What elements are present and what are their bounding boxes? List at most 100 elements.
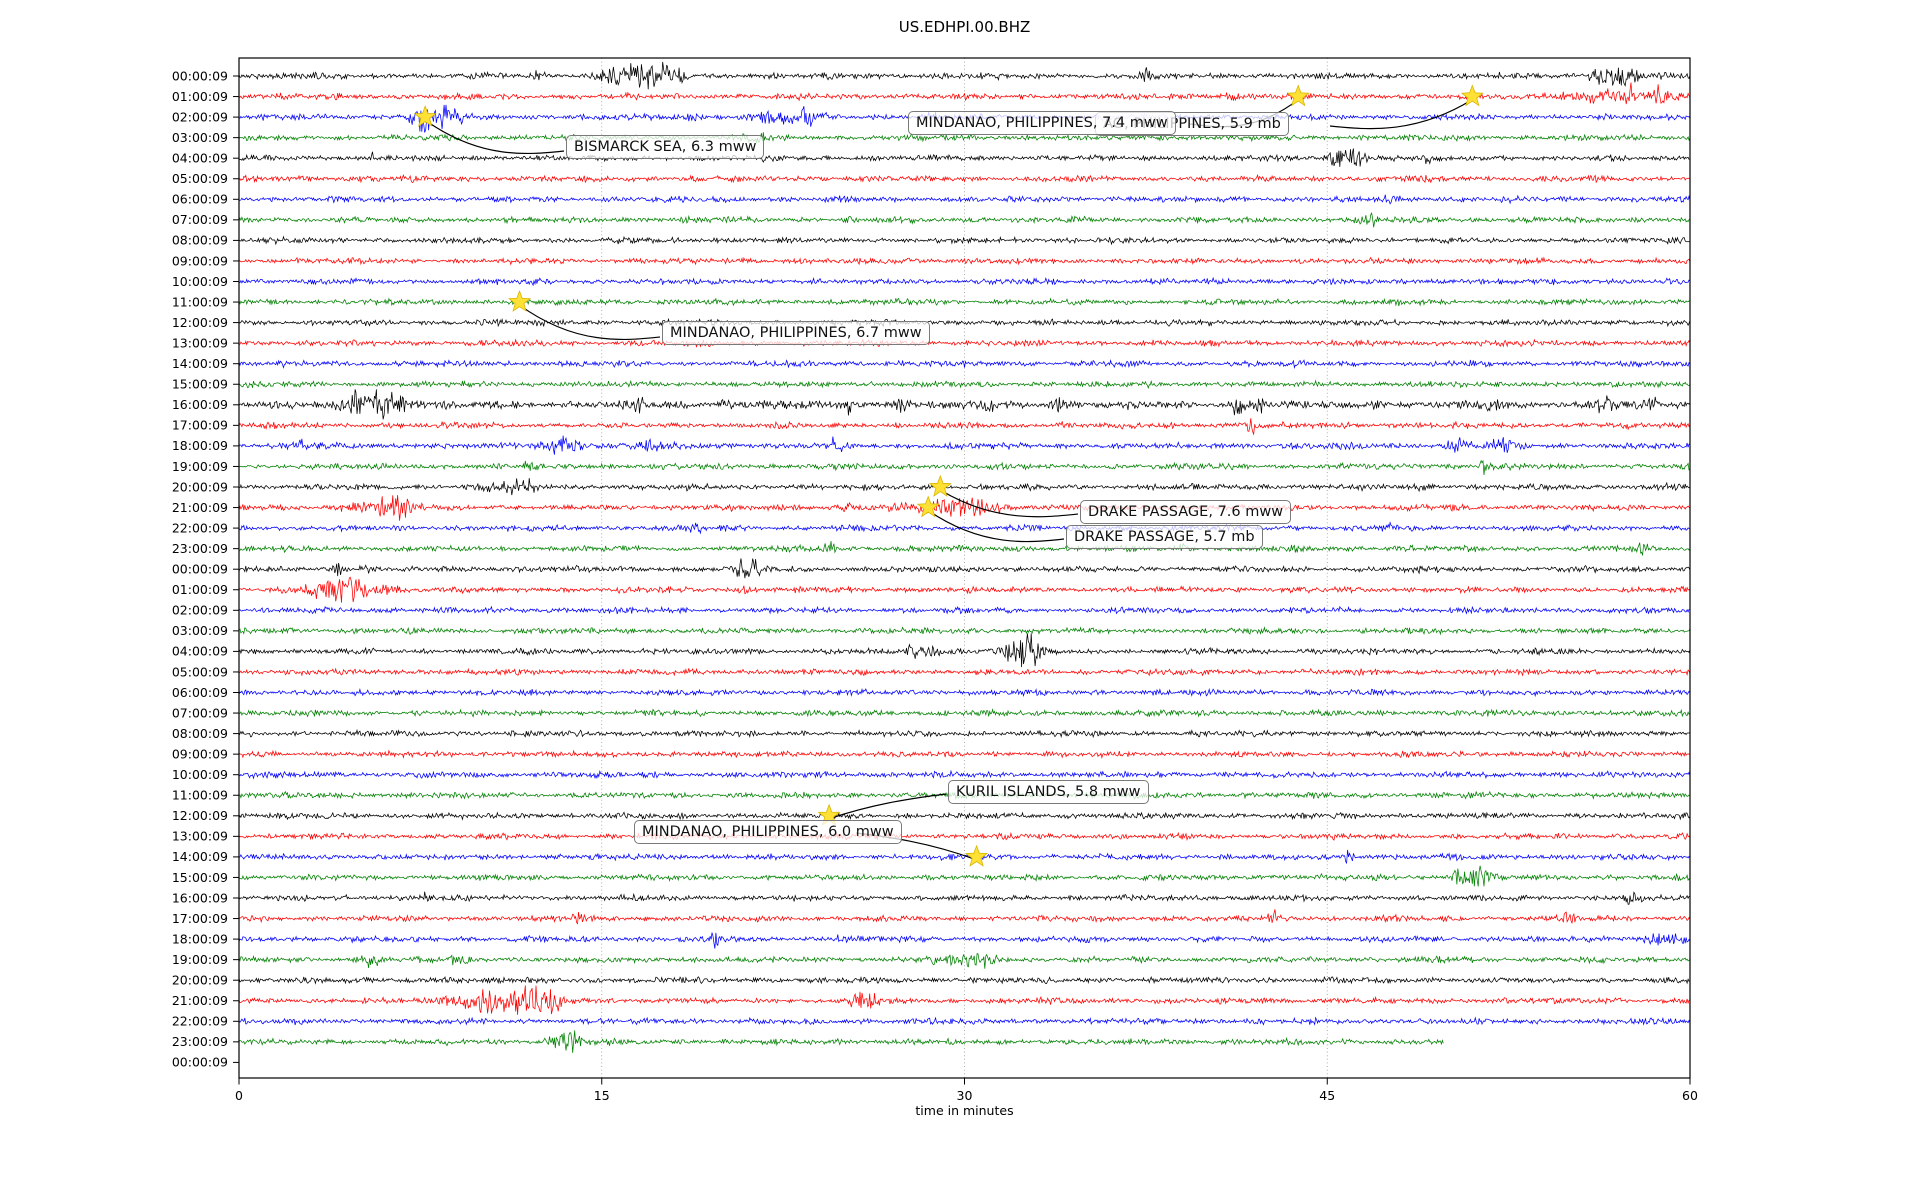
seismic-trace-39 (238, 865, 1691, 887)
seismic-trace-47 (238, 1030, 1444, 1053)
seismic-trace-38 (238, 849, 1691, 865)
seismic-trace-27 (238, 626, 1691, 636)
seismic-trace-40 (238, 891, 1691, 905)
seismic-trace-9 (238, 256, 1691, 266)
time-label: 23:00:09 (172, 1034, 228, 1049)
seismic-trace-14 (238, 359, 1691, 369)
seismic-trace-22 (238, 521, 1691, 535)
time-label: 05:00:09 (172, 171, 228, 186)
event-annotation: DRAKE PASSAGE, 5.7 mb (1066, 525, 1263, 550)
figure-title: US.EDHPI.00.BHZ (898, 18, 1031, 36)
seismic-trace-18 (238, 435, 1691, 455)
time-label: 20:00:09 (172, 973, 228, 988)
annotation-leader-line (424, 119, 565, 155)
time-label: 01:00:09 (172, 89, 228, 104)
event-star-icon (508, 289, 532, 312)
seismic-trace-15 (238, 379, 1691, 389)
seismic-trace-12 (238, 317, 1691, 328)
time-label: 04:00:09 (172, 644, 228, 659)
time-label: 22:00:09 (172, 520, 228, 535)
x-tick-label: 30 (957, 1088, 973, 1103)
x-axis-label: time in minutes (915, 1103, 1014, 1118)
time-label: 06:00:09 (172, 685, 228, 700)
time-label: 23:00:09 (172, 541, 228, 556)
event-annotation: BISMARCK SEA, 6.3 mww (566, 135, 765, 160)
seismic-trace-37 (238, 831, 1691, 841)
seismic-trace-44 (238, 976, 1691, 985)
seismic-trace-32 (238, 728, 1691, 739)
time-label: 17:00:09 (172, 418, 228, 433)
seismic-trace-36 (238, 811, 1691, 821)
seismic-trace-43 (238, 952, 1691, 969)
time-label: 18:00:09 (172, 438, 228, 453)
time-label: 17:00:09 (172, 911, 228, 926)
annotation-leader-line (927, 510, 1065, 543)
time-label: 05:00:09 (172, 664, 228, 679)
time-label: 11:00:09 (172, 294, 228, 309)
time-label: 13:00:09 (172, 829, 228, 844)
seismic-trace-41 (238, 909, 1691, 925)
time-label: 02:00:09 (172, 109, 228, 124)
time-label: 03:00:09 (172, 130, 228, 145)
seismic-trace-6 (238, 194, 1691, 205)
seismic-trace-5 (238, 173, 1691, 184)
annotation-leader-line (828, 793, 947, 820)
time-label: 18:00:09 (172, 931, 228, 946)
time-label: 03:00:09 (172, 623, 228, 638)
event-annotation: MINDANAO, PHILIPPINES, 6.7 mww (662, 321, 930, 346)
time-label: 10:00:09 (172, 767, 228, 782)
event-annotation: KURIL ISLANDS, 5.8 mww (948, 780, 1149, 805)
annotation-leader-line (1329, 99, 1473, 130)
time-label: 11:00:09 (172, 788, 228, 803)
seismic-trace-46 (238, 1016, 1691, 1026)
seismic-trace-13 (238, 338, 1691, 348)
time-label: 07:00:09 (172, 705, 228, 720)
seismic-trace-10 (238, 276, 1691, 287)
time-label: 16:00:09 (172, 397, 228, 412)
seismic-trace-4 (238, 148, 1691, 167)
event-star-icon (1286, 84, 1310, 107)
seismic-trace-30 (238, 687, 1691, 698)
event-star-icon (964, 844, 989, 867)
time-label: 19:00:09 (172, 459, 228, 474)
time-label: 09:00:09 (172, 746, 228, 761)
annotation-leader-line (519, 304, 661, 341)
seismic-trace-19 (238, 459, 1691, 476)
x-tick-label: 15 (594, 1088, 610, 1103)
time-label: 10:00:09 (172, 274, 228, 289)
seismic-trace-0 (238, 61, 1691, 90)
seismic-trace-20 (238, 478, 1691, 496)
seismic-trace-21 (238, 495, 1691, 521)
x-tick-label: 45 (1319, 1088, 1335, 1103)
seismic-trace-29 (238, 667, 1691, 677)
time-label: 02:00:09 (172, 603, 228, 618)
time-label: 12:00:09 (172, 808, 228, 823)
event-star-icon (413, 104, 437, 127)
time-label: 04:00:09 (172, 151, 228, 166)
time-label: 20:00:09 (172, 479, 228, 494)
time-label: 08:00:09 (172, 233, 228, 248)
time-label: 16:00:09 (172, 890, 228, 905)
seismic-trace-31 (238, 708, 1691, 718)
time-label: 00:00:09 (172, 1055, 228, 1070)
seismic-trace-28 (238, 633, 1691, 668)
seismic-trace-45 (238, 985, 1691, 1015)
event-annotation: MINDANAO, PHILIPPINES, 7.4 mww (908, 111, 1176, 136)
seismic-trace-25 (238, 576, 1691, 603)
time-label: 14:00:09 (172, 849, 228, 864)
x-tick-label: 60 (1682, 1088, 1698, 1103)
time-label: 21:00:09 (172, 993, 228, 1008)
time-label: 06:00:09 (172, 192, 228, 207)
time-label: 15:00:09 (172, 870, 228, 885)
seismic-trace-1 (238, 82, 1691, 105)
seismic-trace-3 (238, 132, 1691, 144)
time-label: 12:00:09 (172, 315, 228, 330)
time-label: 08:00:09 (172, 726, 228, 741)
time-label: 00:00:09 (172, 68, 228, 83)
seismic-trace-7 (238, 212, 1691, 228)
time-label: 07:00:09 (172, 212, 228, 227)
seismic-trace-17 (238, 418, 1691, 436)
time-label: 14:00:09 (172, 356, 228, 371)
